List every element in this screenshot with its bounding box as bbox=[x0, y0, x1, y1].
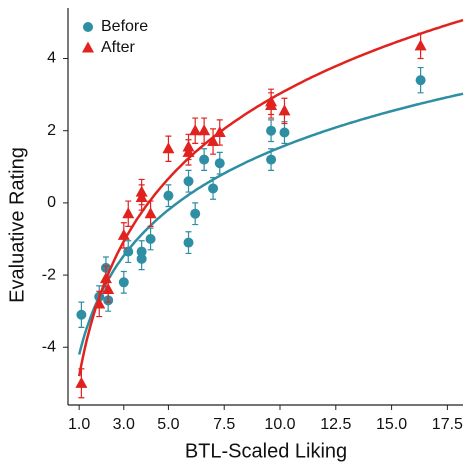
point bbox=[75, 376, 88, 388]
point bbox=[123, 246, 134, 257]
point bbox=[93, 297, 106, 309]
point bbox=[99, 272, 112, 284]
point bbox=[279, 127, 290, 138]
y-axis-label: Evaluative Rating bbox=[6, 147, 28, 303]
point bbox=[208, 183, 219, 194]
point bbox=[182, 140, 195, 152]
y-tick-label: 2 bbox=[47, 122, 56, 139]
point bbox=[198, 124, 211, 136]
legend-label: After bbox=[101, 39, 135, 56]
point bbox=[102, 283, 115, 295]
point bbox=[189, 124, 202, 136]
x-tick-label: 1.0 bbox=[68, 416, 90, 433]
y-tick-label: 4 bbox=[47, 50, 56, 67]
point bbox=[135, 190, 148, 202]
x-tick-label: 3.0 bbox=[113, 416, 135, 433]
x-axis-label: BTL-Scaled Liking bbox=[185, 440, 347, 462]
point bbox=[199, 154, 210, 165]
y-tick-label: -2 bbox=[42, 266, 56, 283]
legend-marker bbox=[83, 22, 93, 32]
y-tick-label: -4 bbox=[42, 338, 56, 355]
point bbox=[122, 207, 135, 219]
legend-marker bbox=[82, 41, 94, 53]
point bbox=[183, 237, 194, 248]
point bbox=[207, 135, 220, 147]
point bbox=[76, 309, 87, 320]
point bbox=[266, 154, 277, 165]
point bbox=[162, 142, 175, 154]
point bbox=[278, 104, 291, 116]
point bbox=[414, 39, 427, 51]
point bbox=[183, 176, 194, 187]
point bbox=[145, 233, 156, 244]
point bbox=[163, 190, 174, 201]
point bbox=[214, 158, 225, 169]
y-tick-label: 0 bbox=[47, 194, 56, 211]
legend-label: Before bbox=[101, 18, 148, 35]
point bbox=[144, 207, 157, 219]
point bbox=[266, 125, 277, 136]
x-tick-label: 10.0 bbox=[264, 416, 295, 433]
point bbox=[415, 75, 426, 86]
x-tick-label: 7.5 bbox=[213, 416, 235, 433]
point bbox=[190, 208, 201, 219]
point bbox=[117, 228, 130, 240]
point bbox=[136, 253, 147, 264]
point bbox=[213, 126, 226, 138]
x-tick-label: 15.0 bbox=[376, 416, 407, 433]
x-tick-label: 17.5 bbox=[432, 416, 463, 433]
point bbox=[118, 277, 129, 288]
x-tick-label: 5.0 bbox=[157, 416, 179, 433]
x-tick-label: 12.5 bbox=[320, 416, 351, 433]
fit-curve bbox=[77, 18, 464, 377]
point bbox=[265, 98, 278, 110]
